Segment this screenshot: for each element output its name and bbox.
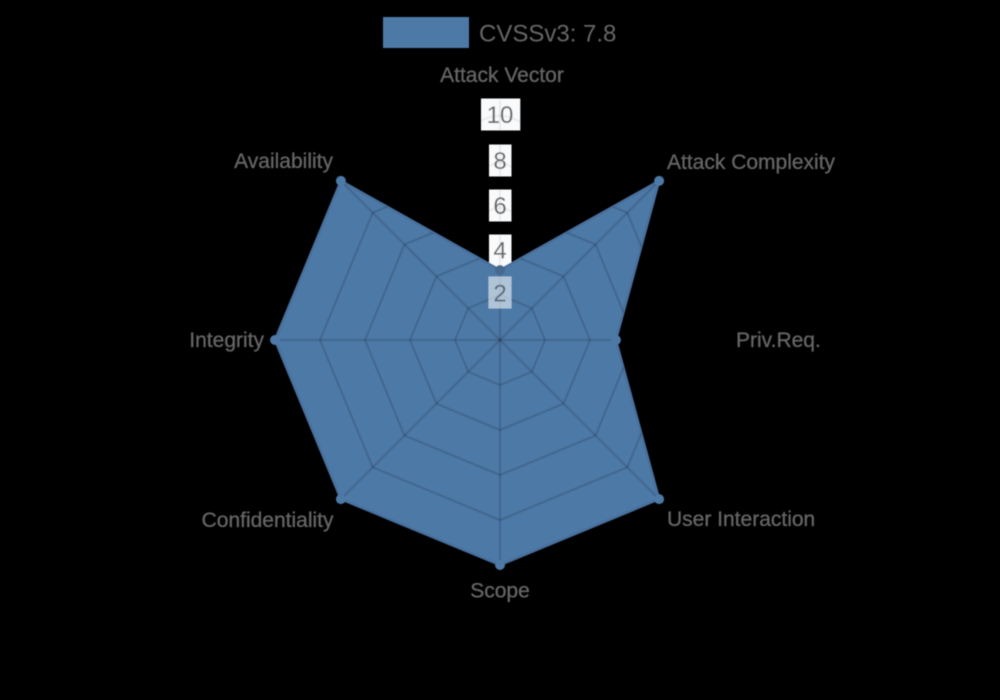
svg-text:Scope: Scope: [470, 580, 530, 603]
svg-text:Attack Vector: Attack Vector: [440, 64, 564, 87]
svg-text:Priv.Req.: Priv.Req.: [736, 329, 821, 352]
svg-text:Integrity: Integrity: [189, 329, 264, 352]
svg-text:10: 10: [487, 102, 514, 129]
svg-text:4: 4: [493, 238, 506, 265]
svg-text:CVSSv3: 7.8: CVSSv3: 7.8: [479, 21, 616, 48]
svg-text:User Interaction: User Interaction: [667, 508, 815, 531]
svg-text:Availability: Availability: [234, 150, 333, 173]
svg-text:8: 8: [493, 148, 506, 175]
svg-text:Confidentiality: Confidentiality: [202, 509, 334, 532]
svg-text:2: 2: [493, 281, 506, 308]
svg-text:Attack Complexity: Attack Complexity: [667, 151, 836, 174]
svg-text:6: 6: [493, 193, 506, 220]
